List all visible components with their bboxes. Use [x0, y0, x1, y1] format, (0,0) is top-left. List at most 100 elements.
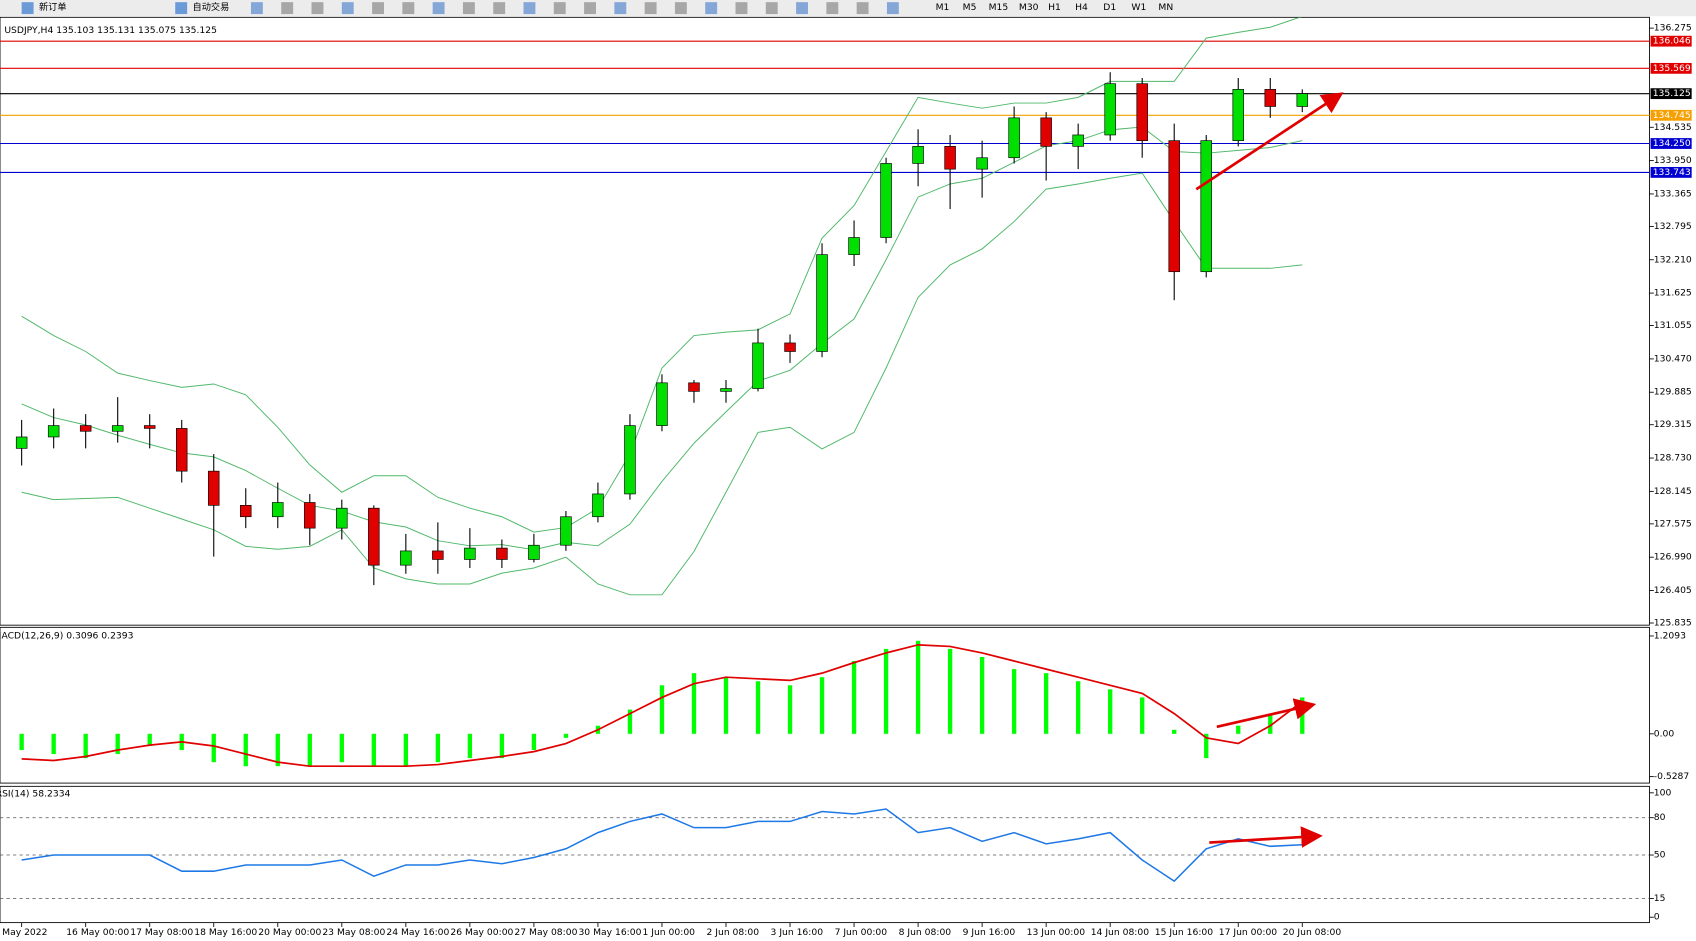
y-tick-label: 128.145 [1654, 486, 1692, 497]
toolbar [0, 0, 1696, 17]
level-label: 136.046 [1653, 36, 1691, 47]
candle-body [656, 382, 668, 426]
toolbar-icon [735, 2, 748, 15]
toolbar-icon [432, 2, 445, 15]
macd-bar [755, 681, 761, 734]
macd-bar [563, 733, 569, 738]
x-tick-label: 8 Jun 08:00 [899, 927, 952, 938]
price-title: USDJPY,H4 135.103 135.131 135.075 135.12… [4, 25, 217, 36]
level-label: 134.745 [1653, 110, 1691, 121]
y-tick-label: 134.535 [1654, 122, 1692, 133]
macd-bar [915, 640, 921, 734]
macd-bar [1236, 725, 1241, 734]
timeframe-button[interactable]: M15 [989, 2, 1009, 13]
candle-body [15, 436, 28, 449]
y-tick-label: 100 [1654, 787, 1672, 798]
timeframe-button[interactable]: H1 [1048, 2, 1061, 13]
x-tick-label: 16 May 00:00 [66, 927, 129, 938]
macd-bar [307, 733, 312, 767]
toolbar-icon [341, 2, 354, 15]
candle-body [175, 428, 188, 472]
x-tick-label: 30 May 16:00 [578, 927, 641, 938]
macd-bar [1108, 689, 1113, 734]
timeframe-button[interactable]: M5 [963, 2, 977, 13]
toolbar-icon [523, 2, 536, 15]
macd-bar [1140, 697, 1145, 734]
toolbar-icon [765, 2, 778, 15]
macd-bar [1043, 673, 1049, 734]
x-tick-label: 2 Jun 08:00 [707, 927, 760, 938]
y-tick-label: 15 [1654, 893, 1666, 904]
macd-bar [147, 733, 152, 746]
x-tick-label: 23 May 08:00 [322, 927, 385, 938]
macd-arrow [1216, 698, 1317, 729]
candle-body [528, 544, 540, 560]
x-tick-label: 24 May 16:00 [386, 927, 449, 938]
candle-body [79, 425, 92, 432]
level-label: 135.125 [1653, 88, 1691, 99]
macd-bar [531, 733, 537, 751]
x-tick-label: 20 May 00:00 [258, 927, 321, 938]
macd-bar [403, 733, 409, 767]
y-tick-label: 50 [1654, 850, 1666, 861]
candle-body [432, 550, 444, 560]
macd-bar [83, 733, 88, 759]
x-tick-label: May 2022 [2, 927, 47, 938]
y-tick-label: 128.730 [1654, 453, 1692, 464]
rsi-line [21, 808, 1303, 883]
timeframe-button[interactable]: D1 [1103, 2, 1116, 13]
candle-body [688, 382, 700, 392]
candle-body [1232, 89, 1244, 141]
candle-body [464, 547, 476, 560]
y-tick-label: 127.575 [1654, 518, 1692, 529]
toolbar-icon [493, 2, 506, 15]
timeframe-button[interactable]: MN [1158, 2, 1173, 13]
level-label: 134.250 [1653, 138, 1691, 149]
candle-body [624, 425, 636, 495]
toolbar-icon [614, 2, 627, 15]
candle-body [912, 146, 924, 164]
y-tick-label: 133.950 [1654, 155, 1692, 166]
y-tick-label: 126.405 [1654, 585, 1692, 596]
level-label: 135.569 [1653, 63, 1691, 74]
toolbar-button[interactable]: 自动交易 [193, 1, 230, 13]
toolbar-icon [281, 2, 294, 15]
toolbar-icon [856, 2, 869, 15]
macd-bar [1011, 669, 1017, 734]
signal-line [21, 643, 1303, 768]
y-tick-label: 1.2093 [1654, 630, 1686, 641]
toolbar-icon [21, 2, 34, 15]
macd-bar [467, 733, 473, 759]
timeframe-button[interactable]: M30 [1019, 2, 1039, 13]
macd-bar [1268, 713, 1273, 734]
y-tick-label: 132.210 [1654, 254, 1692, 265]
timeframe-button[interactable]: H4 [1075, 2, 1088, 13]
toolbar-items: 新订单 自动交易 M1 M5 M15 M30 H1 H4 D1 W1 MN [21, 1, 1173, 15]
candle-body [592, 493, 604, 518]
macd-bar [627, 709, 633, 734]
band-middle [21, 126, 1303, 551]
y-tick-label: 0 [1654, 912, 1660, 923]
toolbar-icon [250, 2, 263, 15]
toolbar-button[interactable]: 新订单 [39, 1, 67, 13]
candle-body [1264, 89, 1276, 107]
timeframe-button[interactable]: W1 [1131, 2, 1146, 13]
candle-body [1200, 140, 1212, 273]
toolbar-icon [584, 2, 596, 15]
macd-bar [211, 733, 216, 763]
macd-bar [819, 677, 825, 734]
candle-body [816, 254, 828, 352]
band-upper [21, 17, 1302, 533]
y-tick-label: 132.795 [1654, 221, 1692, 232]
y-tick-label: 80 [1654, 812, 1666, 823]
macd-bar [723, 677, 729, 734]
toolbar-icon [826, 2, 839, 15]
candle-body [1008, 117, 1020, 159]
candle-body [1104, 83, 1116, 136]
y-tick-label: 130.470 [1654, 353, 1692, 364]
y-tick-label: 131.055 [1654, 320, 1692, 331]
candle-body [880, 163, 892, 238]
y-tick-label: 133.365 [1654, 188, 1692, 199]
timeframe-button[interactable]: M1 [936, 2, 950, 13]
